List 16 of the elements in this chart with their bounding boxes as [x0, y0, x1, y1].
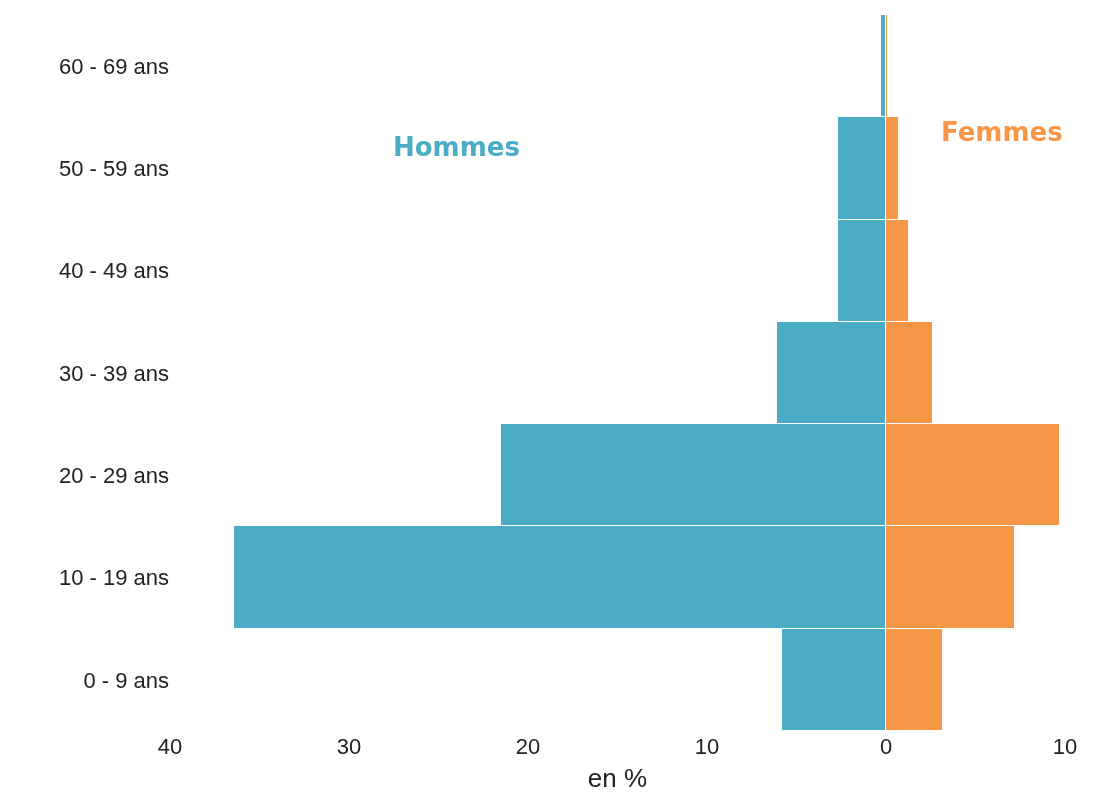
x-tick-label: 30 — [336, 734, 362, 759]
series-label: Femmes — [941, 117, 1063, 147]
x-tick-label: 10 — [694, 734, 720, 759]
x-tick-label: 40 — [157, 734, 183, 759]
x-axis-title: en % — [587, 762, 648, 793]
y-tick-label: 30 - 39 ans — [58, 360, 169, 386]
y-tick-label: 20 - 29 ans — [58, 462, 169, 488]
x-tick-label: 20 — [515, 734, 541, 759]
text: Hommes — [393, 132, 520, 162]
y-tick-label: 0 - 9 ans — [83, 667, 169, 693]
y-tick-label: 10 - 19 ans — [58, 565, 169, 591]
y-tick-label: 50 - 59 ans — [58, 156, 169, 182]
x-tick-label: 10 — [1052, 734, 1078, 759]
x-tick-label: 0 — [879, 734, 893, 759]
y-tick-label: 60 - 69 ans — [58, 53, 169, 79]
y-tick-label: 40 - 49 ans — [58, 258, 169, 284]
